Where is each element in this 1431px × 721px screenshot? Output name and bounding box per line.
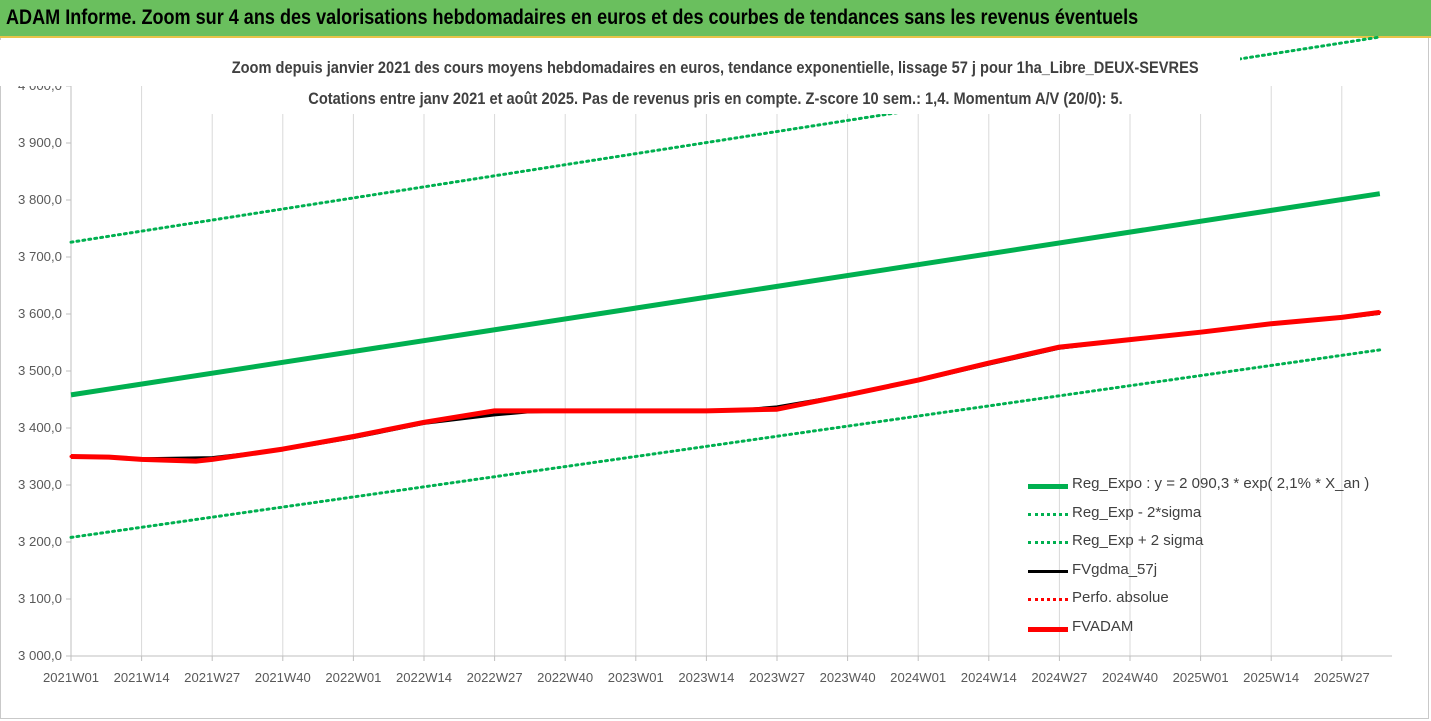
x-tick-label: 2024W01 bbox=[890, 670, 946, 685]
legend-swatch bbox=[1028, 598, 1068, 601]
legend-label: FVADAM bbox=[1072, 617, 1134, 635]
x-tick-label: 2024W40 bbox=[1102, 670, 1158, 685]
y-tick-label: 3 600,0 bbox=[18, 306, 62, 321]
header-title: ADAM Informe. Zoom sur 4 ans des valoris… bbox=[6, 6, 1139, 29]
y-tick-label: 3 200,0 bbox=[18, 534, 62, 549]
legend-item: FVADAM bbox=[1024, 615, 1384, 644]
legend-item: Reg_Exp - 2*sigma bbox=[1024, 501, 1384, 530]
chart-grid bbox=[141, 86, 1343, 656]
title-background-line-2 bbox=[187, 86, 1217, 114]
x-tick-label: 2022W40 bbox=[537, 670, 593, 685]
legend-label: Reg_Expo : y = 2 090,3 * exp( 2,1% * X_a… bbox=[1072, 475, 1370, 492]
y-tick-label: 3 900,0 bbox=[18, 135, 62, 150]
chart-axes: 2021W01 2021W14 2021W27 2021W40 2022W01 2022W… bbox=[18, 78, 1392, 685]
y-tick-label: 3 100,0 bbox=[18, 591, 62, 606]
x-tick-label: 2023W40 bbox=[820, 670, 876, 685]
x-tick-label: 2022W01 bbox=[325, 670, 381, 685]
x-tick-label: 2025W14 bbox=[1243, 670, 1299, 685]
legend-swatch bbox=[1028, 512, 1068, 516]
title-background bbox=[0, 40, 1240, 86]
x-tick-label: 2021W01 bbox=[43, 670, 99, 685]
y-tick-label: 3 700,0 bbox=[18, 249, 62, 264]
x-tick-label: 2021W27 bbox=[184, 670, 240, 685]
legend-item: Reg_Expo : y = 2 090,3 * exp( 2,1% * X_a… bbox=[1024, 472, 1384, 501]
x-tick-label: 2022W27 bbox=[467, 670, 523, 685]
y-tick-label: 3 400,0 bbox=[18, 420, 62, 435]
legend-label: FVgdma_57j bbox=[1072, 560, 1158, 578]
x-tick-label: 2023W14 bbox=[678, 670, 734, 685]
legend-item: Perfo. absolue bbox=[1024, 586, 1384, 615]
legend-swatch bbox=[1028, 484, 1068, 489]
legend-label: Reg_Exp + 2 sigma bbox=[1072, 532, 1204, 549]
x-tick-label: 2022W14 bbox=[396, 670, 452, 685]
legend-item: Reg_Exp + 2 sigma bbox=[1024, 529, 1384, 558]
chart-series bbox=[69, 35, 1382, 539]
chart-title-line-2: Cotations entre janv 2021 et août 2025. … bbox=[308, 89, 1123, 108]
series-line-2 bbox=[69, 348, 1382, 539]
legend-label: Reg_Exp - 2*sigma bbox=[1072, 503, 1202, 521]
legend-swatch bbox=[1028, 626, 1068, 632]
x-tick-label: 2021W14 bbox=[114, 670, 170, 685]
y-tick-label: 3 500,0 bbox=[18, 363, 62, 378]
chart-title-line-1: Zoom depuis janvier 2021 des cours moyen… bbox=[232, 58, 1199, 77]
y-tick-label: 3 300,0 bbox=[18, 477, 62, 492]
x-tick-label: 2024W14 bbox=[961, 670, 1017, 685]
header-bar: ADAM Informe. Zoom sur 4 ans des valoris… bbox=[0, 0, 1431, 38]
x-tick-label: 2024W27 bbox=[1031, 670, 1087, 685]
chart-legend: Reg_Expo : y = 2 090,3 * exp( 2,1% * X_a… bbox=[1024, 472, 1384, 643]
title-backgrounds bbox=[0, 40, 1240, 114]
x-tick-label: 2025W27 bbox=[1314, 670, 1370, 685]
x-tick-label: 2021W40 bbox=[255, 670, 311, 685]
legend-label: Perfo. absolue bbox=[1072, 589, 1169, 606]
x-tick-label: 2025W01 bbox=[1173, 670, 1229, 685]
legend-swatch bbox=[1028, 569, 1068, 573]
x-tick-label: 2023W01 bbox=[608, 670, 664, 685]
legend-swatch bbox=[1028, 541, 1068, 544]
series-line-6 bbox=[70, 309, 1381, 464]
series-line-1 bbox=[70, 191, 1381, 398]
x-tick-label: 2023W27 bbox=[749, 670, 805, 685]
y-tick-label: 3 800,0 bbox=[18, 192, 62, 207]
y-tick-label: 3 000,0 bbox=[18, 648, 62, 663]
legend-item: FVgdma_57j bbox=[1024, 558, 1384, 587]
